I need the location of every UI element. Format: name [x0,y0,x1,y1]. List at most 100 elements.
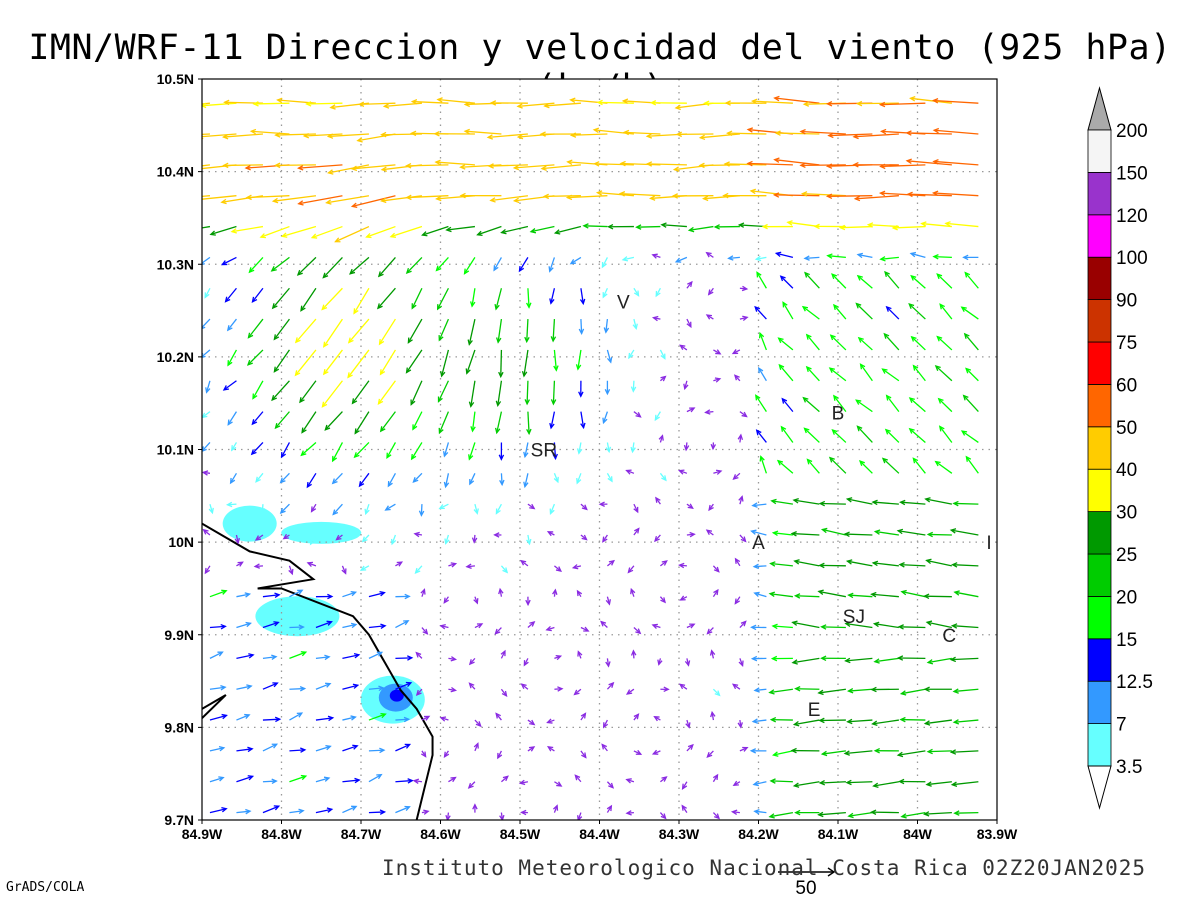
wind-vector-head [660,353,666,360]
wind-vector [758,367,767,382]
wind-vector-head [731,349,739,355]
wind-vector [332,503,343,515]
wind-vector-head [497,752,503,760]
wind-vector-head [900,813,907,819]
wind-vector [908,193,952,197]
wind-vector [769,811,794,818]
wind-vector-head [871,499,878,506]
wind-vector [262,743,277,752]
wind-vector [315,656,330,660]
wind-vector [300,287,317,311]
wind-vector-head [299,685,307,692]
wind-vector-head [843,531,850,537]
wind-vector [202,411,211,418]
wind-vector-head [377,271,384,278]
wind-vector [818,688,846,694]
wind-vector-head [827,132,834,139]
wind-vector-head [952,688,959,694]
colorbar-top-arrow [1087,86,1112,131]
wind-vector [624,131,661,135]
wind-vector-head [221,589,228,595]
wind-vector-head [476,623,484,629]
wind-vector [882,457,900,474]
wind-vector-head [742,746,749,752]
wind-vector-head [273,334,280,341]
wind-vector-head [925,620,933,626]
wind-vector [583,225,608,228]
wind-vector-head [846,718,853,725]
x-tick-label: 83.9W [977,826,1018,842]
wind-vector-head [546,718,553,724]
wind-vector-head [335,534,342,541]
wind-vector [353,287,370,314]
wind-vector [395,657,412,660]
wind-vector [441,349,450,377]
wind-vector-head [271,303,278,310]
wind-vector-head [635,628,642,635]
wind-vector-head [687,226,695,233]
wind-vector-head [737,433,744,440]
wind-vector [322,256,343,278]
wind-vector-head [410,399,416,406]
wind-vector-head [859,363,866,370]
wind-vector [774,194,820,197]
wind-vector [760,456,768,474]
wind-vector [553,442,557,459]
wind-vector-head [576,448,583,455]
wind-vector [530,225,555,233]
wind-vector-head [884,428,891,435]
wind-vector-head [598,501,605,507]
wind-vector [910,252,926,259]
wind-vector-head [202,528,209,535]
wind-vector-head [438,335,444,342]
wind-vector-head [518,779,526,786]
station-label: V [617,292,630,313]
wind-vector-head [271,743,279,749]
wind-vector-head [245,808,252,815]
wind-vector [406,164,449,167]
wind-vector-head [396,561,404,567]
y-tick-label: 10.4N [157,164,194,180]
wind-vector [299,380,317,403]
wind-vector-head [545,625,552,632]
wind-vector-head [576,478,582,485]
wind-vector [470,380,476,407]
wind-vector-head [847,812,854,819]
wind-vector-head [553,229,561,235]
wind-vector [926,621,953,629]
wind-vector [961,430,979,443]
reference-vector: 50 [778,867,836,899]
wind-vector-head [350,590,358,597]
wind-vector [251,411,264,425]
wind-vector [752,503,767,507]
wind-vector-head [443,751,450,758]
wind-vector-head [714,690,721,697]
wind-vector-head [322,272,329,279]
wind-vector-head [529,503,536,510]
wind-vector [910,97,952,104]
wind-vector-head [678,683,686,690]
wind-vector-head [512,197,520,204]
gridlines [202,79,997,820]
wind-vector [202,195,237,200]
wind-vector [407,318,423,343]
wind-vector-head [473,742,479,749]
wind-vector [342,654,360,660]
wind-vector-head [350,165,358,172]
wind-vector-head [853,195,861,202]
wind-vector-head [852,133,859,140]
wind-vector [209,747,225,752]
wind-vector [271,380,290,401]
wind-vector-head [879,256,886,262]
wind-vector-head [750,624,757,631]
wind-vector-head [926,531,934,538]
wind-vector [251,287,264,303]
wind-vector [474,503,478,514]
wind-vector [880,256,899,260]
wind-vector-head [674,257,682,263]
wind-vector-head [750,529,757,535]
wind-vector [415,565,423,574]
wind-vector-head [768,813,775,819]
wind-vector [495,288,503,310]
